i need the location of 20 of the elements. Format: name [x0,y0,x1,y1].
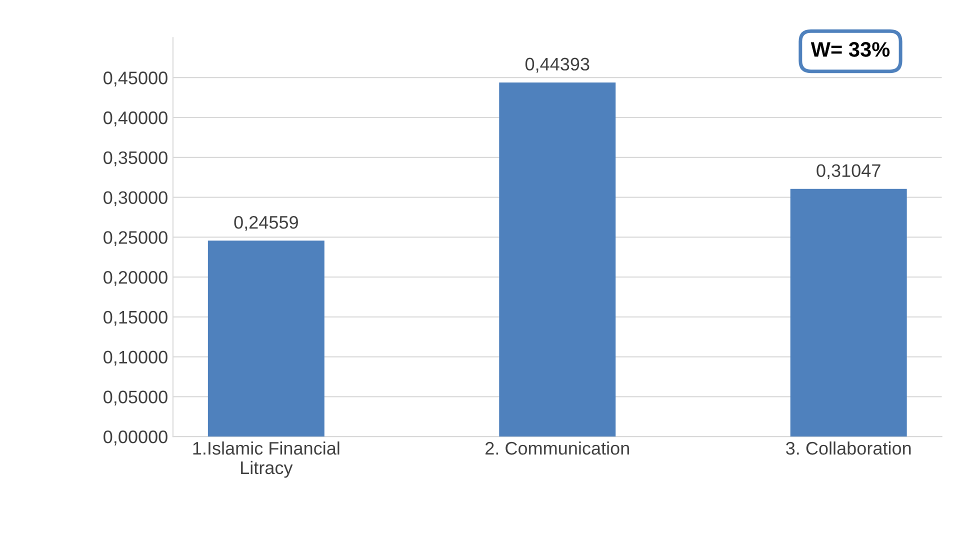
y-tick-label: 0,30000 [104,191,168,206]
y-tick-label: 0,35000 [104,151,168,166]
y-tick-label: 0,10000 [104,350,168,366]
y-tick-label: 0,20000 [104,270,168,286]
bar [208,240,324,437]
data-label: 0,44393 [525,58,590,73]
bar [790,188,907,437]
data-label: 0,31047 [816,164,880,180]
data-label: 0,24559 [234,216,298,231]
x-tick-label: 2. Communication [486,441,629,455]
y-tick-label: 0,15000 [104,310,168,326]
x-tick-label: 1.Islamic Financial Litracy [193,441,340,478]
y-tick-label: 0,45000 [104,72,168,86]
y-tick-label: 0,00000 [104,430,168,446]
y-tick-label: 0,05000 [104,390,168,406]
y-tick-label: 0,25000 [104,231,168,246]
y-tick-label: 0,40000 [104,111,168,126]
bar [499,82,616,437]
x-tick-label: 3. Collaboration [786,441,911,455]
annotation: W= 33% [810,42,890,57]
